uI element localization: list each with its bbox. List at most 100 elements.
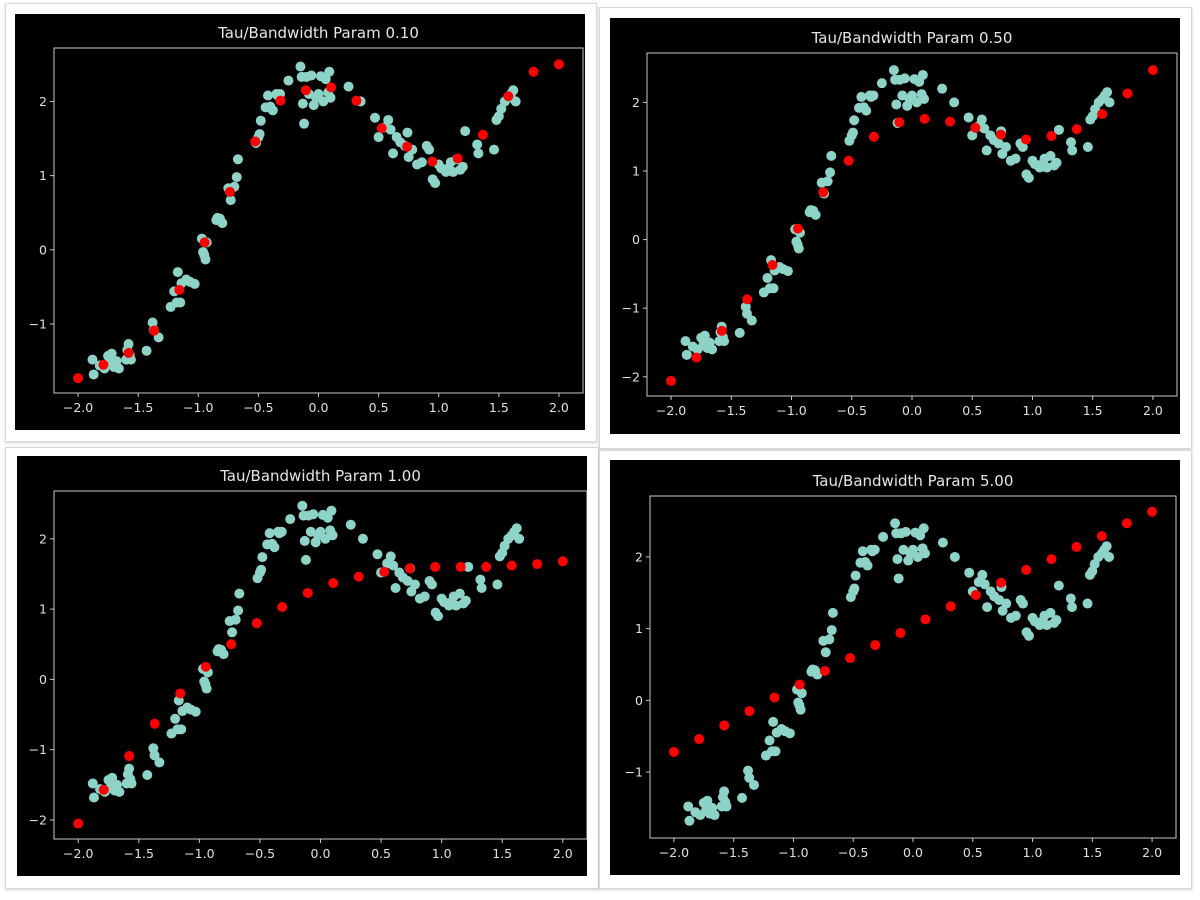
data-point: [810, 209, 821, 220]
data-point: [114, 786, 125, 797]
data-point: [1082, 141, 1093, 152]
data-point: [1001, 598, 1012, 609]
data-point: [345, 519, 356, 530]
x-tick-label: 0.0: [903, 845, 923, 860]
chart-title: Tau/Bandwidth Param 1.00: [219, 467, 421, 485]
x-tick-label: 0.0: [902, 403, 922, 418]
x-tick-label: 1.0: [1023, 403, 1043, 418]
prediction-point: [353, 571, 364, 582]
data-point: [1053, 580, 1064, 591]
prediction-point: [919, 113, 930, 124]
data-point: [424, 144, 435, 155]
data-point: [826, 150, 837, 161]
prediction-point: [1096, 531, 1107, 542]
prediction-point: [694, 734, 705, 745]
y-tick-label: −2: [622, 369, 640, 384]
y-tick-label: −1: [29, 742, 47, 757]
data-point: [749, 779, 760, 790]
data-point: [324, 66, 335, 77]
prediction-point: [328, 578, 339, 589]
data-point: [373, 132, 384, 143]
y-tick-label: 0: [632, 232, 640, 247]
data-point: [1045, 150, 1056, 161]
prediction-point: [73, 373, 84, 384]
prediction-point: [452, 153, 463, 164]
prediction-point: [1071, 541, 1082, 552]
data-point: [764, 735, 775, 746]
data-point: [734, 327, 745, 338]
data-point: [702, 795, 713, 806]
data-point: [200, 254, 211, 265]
y-tick-label: 0: [635, 693, 643, 708]
x-tick-label: −2.0: [659, 845, 689, 860]
data-point: [325, 92, 336, 103]
x-tick-label: 0.0: [309, 400, 329, 415]
data-point: [793, 243, 804, 254]
data-point: [857, 546, 868, 557]
data-point: [430, 178, 441, 189]
x-tick-label: 2.0: [1142, 845, 1162, 860]
data-point: [285, 514, 296, 525]
scatter-plot-1: Tau/Bandwidth Param 0.10 −2.0 −1.5 −1.0 −0.5…: [29, 24, 584, 415]
prediction-point: [970, 589, 981, 600]
data-point: [189, 278, 200, 289]
data-point: [888, 65, 899, 76]
data-point: [454, 588, 465, 599]
data-point: [402, 127, 413, 138]
data-point: [426, 579, 437, 590]
data-point: [1051, 615, 1062, 626]
chart-title: Tau/Bandwidth Param 0.50: [811, 29, 1013, 47]
y-tick-label: 0: [39, 672, 47, 687]
y-tick-label: 2: [635, 549, 643, 564]
data-point: [849, 583, 860, 594]
data-point: [827, 607, 838, 618]
scatter-plot-4: Tau/Bandwidth Param 5.00 −2.0 −1.5 −1.0 −0.5…: [625, 472, 1177, 860]
data-point: [825, 167, 836, 178]
data-point: [784, 728, 795, 739]
data-point: [142, 770, 153, 781]
data-point: [419, 591, 430, 602]
data-point: [370, 112, 381, 123]
data-point: [326, 505, 337, 516]
prediction-point: [503, 91, 514, 102]
data-point: [919, 93, 930, 104]
prediction-point: [1046, 554, 1057, 565]
prediction-point: [843, 155, 854, 166]
data-point: [297, 98, 308, 109]
prediction-point: [200, 661, 211, 672]
data-point: [967, 130, 978, 141]
data-point: [113, 363, 124, 374]
prediction-point: [224, 186, 235, 197]
prediction-point: [792, 223, 803, 234]
data-point: [719, 786, 730, 797]
data-point: [1017, 141, 1028, 152]
prediction-point: [716, 325, 727, 336]
data-point: [1065, 593, 1076, 604]
data-point: [267, 105, 278, 116]
data-point: [707, 344, 718, 355]
prediction-point: [691, 352, 702, 363]
prediction-point: [995, 129, 1006, 140]
data-point: [343, 81, 354, 92]
data-point: [744, 772, 755, 783]
x-tick-label: −1.0: [776, 403, 806, 418]
data-point: [1053, 124, 1064, 135]
data-point: [1023, 172, 1034, 183]
data-point: [937, 537, 948, 548]
data-point: [276, 526, 287, 537]
data-point: [979, 579, 990, 590]
data-point: [514, 533, 525, 544]
data-point: [1023, 630, 1034, 641]
data-point: [850, 570, 861, 581]
data-point: [709, 810, 720, 821]
data-point: [409, 579, 420, 590]
data-point: [372, 549, 383, 560]
data-point: [87, 354, 98, 365]
x-tick-label: 1.0: [1023, 845, 1043, 860]
y-tick-label: 1: [39, 602, 47, 617]
data-point: [861, 105, 872, 116]
data-point: [977, 569, 988, 580]
data-point: [719, 336, 730, 347]
x-tick-label: 1.5: [1083, 403, 1103, 418]
prediction-point: [532, 559, 543, 570]
